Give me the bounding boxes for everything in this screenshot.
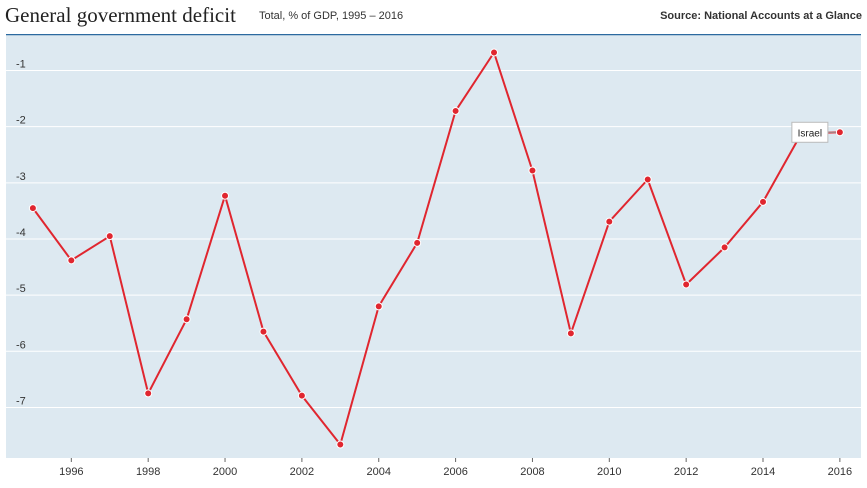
chart-subtitle: Total, % of GDP, 1995 – 2016 — [259, 10, 404, 22]
line-chart: -1 -2 -3 -4 -5 -6 -7 1996 1998 2000 2002 2004 2006 20… — [6, 33, 861, 478]
data-point — [105, 232, 114, 241]
y-tick-label: -1 — [16, 59, 26, 71]
x-tick-label: 1998 — [136, 466, 160, 478]
x-tick-label: 2014 — [751, 466, 775, 478]
x-tick-label: 2008 — [520, 466, 544, 478]
chart-source: Source: National Accounts at a Glance — [660, 10, 862, 22]
x-tick-label: 1996 — [59, 466, 83, 478]
data-point — [297, 391, 306, 400]
y-tick-label: -6 — [16, 339, 26, 351]
data-point — [566, 329, 575, 338]
x-tick-label: 2012 — [674, 466, 698, 478]
data-point — [336, 440, 345, 449]
chart-header: General government deficit Total, % of G… — [0, 0, 867, 34]
x-tick-label: 2010 — [597, 466, 621, 478]
series-label-box — [791, 121, 829, 143]
chart-area: -1 -2 -3 -4 -5 -6 -7 1996 1998 2000 2002 2004 2006 20… — [0, 33, 867, 483]
y-tick-label: -5 — [16, 283, 26, 295]
x-tick-label: 2002 — [290, 466, 314, 478]
data-point — [682, 280, 691, 289]
data-point — [835, 128, 844, 137]
y-tick-label: -2 — [16, 115, 26, 127]
chart-title: General government deficit — [5, 3, 236, 27]
x-tick-label: 2006 — [443, 466, 467, 478]
data-point — [374, 302, 383, 311]
series-label: Israel — [798, 128, 822, 139]
data-point — [413, 238, 422, 247]
plot-background — [6, 34, 861, 458]
data-point — [490, 48, 499, 57]
data-point — [528, 166, 537, 175]
data-point — [451, 106, 460, 115]
y-tick-label: -4 — [16, 227, 26, 239]
y-tick-label: -3 — [16, 171, 26, 183]
x-tick-label: 2016 — [828, 466, 852, 478]
data-point — [259, 327, 268, 336]
x-tick-label: 2000 — [213, 466, 237, 478]
series-line — [32, 51, 840, 446]
data-point — [221, 191, 230, 200]
data-point — [28, 204, 37, 213]
data-point — [759, 197, 768, 206]
data-point — [144, 389, 153, 398]
y-tick-label: -7 — [16, 395, 26, 407]
data-point — [182, 315, 191, 324]
data-point — [720, 243, 729, 252]
data-point — [67, 256, 76, 265]
x-tick-label: 2004 — [366, 466, 390, 478]
data-point — [643, 175, 652, 184]
data-point — [605, 217, 614, 226]
